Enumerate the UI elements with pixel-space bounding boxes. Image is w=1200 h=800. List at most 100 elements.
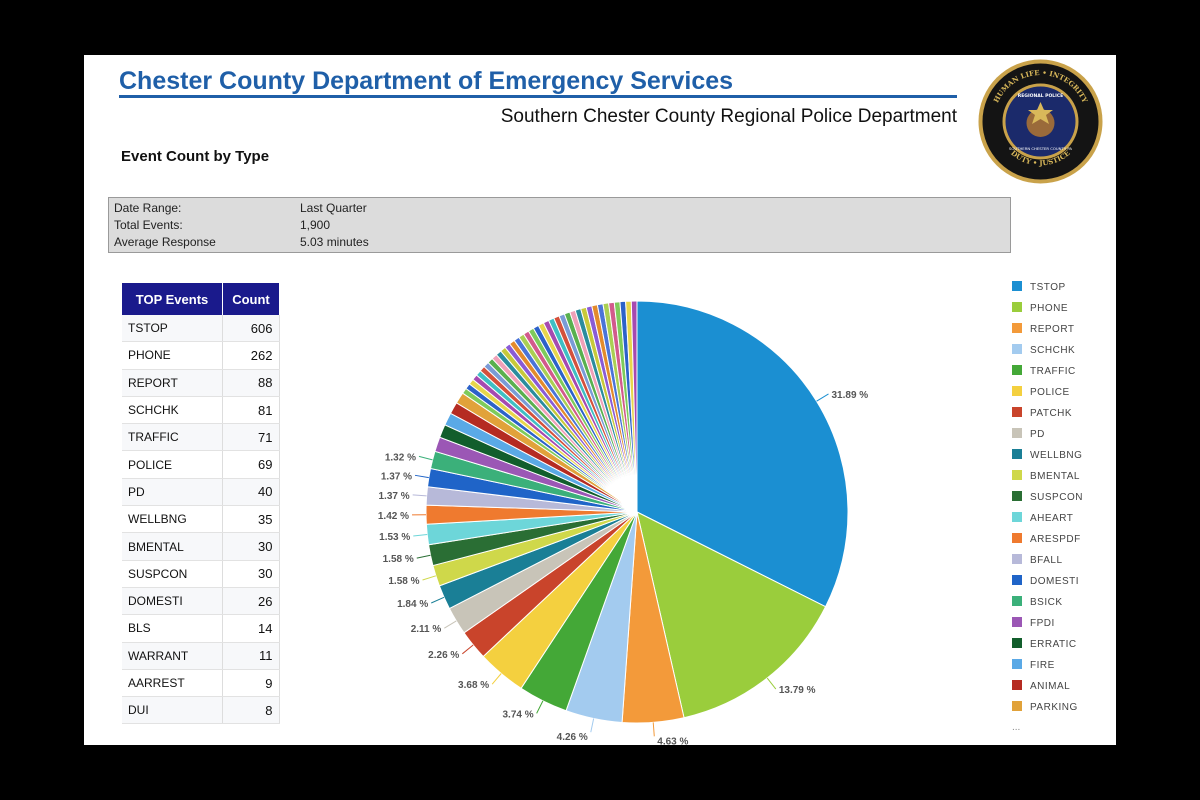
leader-line-traffic xyxy=(536,700,544,714)
data-label-suspcon: 1.58 % xyxy=(383,554,414,565)
badge-inner-top: REGIONAL POLICE xyxy=(1018,93,1063,99)
legend-item[interactable]: POLICE xyxy=(1012,386,1083,407)
legend-swatch xyxy=(1012,386,1022,396)
event-count-cell: 262 xyxy=(222,341,280,370)
legend-swatch xyxy=(1012,281,1022,291)
department-name: Southern Chester County Regional Police … xyxy=(500,106,957,127)
event-count-cell: 9 xyxy=(222,669,280,698)
legend-swatch xyxy=(1012,638,1022,648)
table-row: WARRANT 11 xyxy=(122,642,280,670)
legend-swatch xyxy=(1012,407,1022,417)
date-range-label: Date Range: xyxy=(114,201,182,215)
event-type-cell: WELLBNG xyxy=(122,505,223,534)
top-events-body: TSTOP 606 PHONE 262 REPORT 88 SCHCHK 81 TRAFFIC 7… xyxy=(122,315,280,725)
legend-label: ANIMAL xyxy=(1030,681,1071,692)
legend-swatch xyxy=(1012,596,1022,606)
legend-label: POLICE xyxy=(1030,387,1070,398)
summary-row-date-range: Date Range: Last Quarter xyxy=(114,200,367,217)
table-row: SUSPCON 30 xyxy=(122,560,280,588)
legend-item[interactable]: DOMESTI xyxy=(1012,575,1083,596)
legend-item[interactable]: BMENTAL xyxy=(1012,470,1083,491)
event-count-cell: 8 xyxy=(222,696,280,725)
legend-label: PATCHK xyxy=(1030,408,1073,419)
table-row: SCHCHK 81 xyxy=(122,396,280,425)
police-badge-logo: HUMAN LIFE • INTEGRITY DUTY • JUSTICE RE… xyxy=(978,59,1103,184)
event-count-cell: 35 xyxy=(222,505,280,534)
event-type-cell: PD xyxy=(122,478,223,507)
report-title: Event Count by Type xyxy=(121,148,270,165)
data-label-pd: 2.11 % xyxy=(411,624,442,635)
data-label-bfall: 1.37 % xyxy=(379,491,410,502)
leader-line-bfall xyxy=(412,494,427,497)
legend-label: FIRE xyxy=(1030,660,1055,671)
legend-item[interactable]: TSTOP xyxy=(1012,281,1083,302)
summary-row-avg-response: Average Response 5.03 minutes xyxy=(114,234,369,251)
legend-item[interactable]: ARESPDF xyxy=(1012,533,1083,554)
data-label-tstop: 31.89 % xyxy=(832,390,869,401)
data-label-patchk: 2.26 % xyxy=(428,650,459,661)
chart-legend: TSTOP PHONE REPORT SCHCHK TRAFFIC POLICE PATCH… xyxy=(1012,281,1083,733)
event-count-cell: 30 xyxy=(222,532,280,561)
legend-item[interactable]: FIRE xyxy=(1012,659,1083,680)
legend-item[interactable]: REPORT xyxy=(1012,323,1083,344)
legend-swatch xyxy=(1012,659,1022,669)
legend-item[interactable]: SUSPCON xyxy=(1012,491,1083,512)
legend-item[interactable]: BSICK xyxy=(1012,596,1083,617)
top-events-table: TOP Events Count TSTOP 606 PHONE 262 REPORT 8… xyxy=(122,283,280,725)
event-type-cell: REPORT xyxy=(122,369,223,397)
table-row: AARREST 9 xyxy=(122,669,280,698)
summary-row-total-events: Total Events: 1,900 xyxy=(114,217,330,234)
event-pie-chart: 31.89 % 13.79 % 4.63 % 4.26 % 3.74 % 3.68 % 2.… xyxy=(378,300,869,745)
legend-item[interactable]: ANIMAL xyxy=(1012,680,1083,701)
legend-label: PHONE xyxy=(1030,303,1069,314)
data-label-phone: 13.79 % xyxy=(779,685,816,696)
table-row: TRAFFIC 71 xyxy=(122,423,280,452)
report-page: Chester County Department of Emergency S… xyxy=(84,55,1116,745)
legend-more-indicator[interactable]: ... xyxy=(1012,722,1021,733)
table-row: POLICE 69 xyxy=(122,450,280,479)
legend-item[interactable]: TRAFFIC xyxy=(1012,365,1083,386)
total-events-label: Total Events: xyxy=(114,218,183,232)
badge-inner-bottom: SOUTHERN CHESTER COUNTY PA xyxy=(1009,146,1072,151)
legend-label: BMENTAL xyxy=(1030,471,1080,482)
leader-line-schchk xyxy=(590,718,595,733)
legend-swatch xyxy=(1012,617,1022,627)
legend-swatch xyxy=(1012,365,1022,375)
legend-item[interactable]: PATCHK xyxy=(1012,407,1083,428)
legend-item[interactable]: AHEART xyxy=(1012,512,1083,533)
legend-label: BSICK xyxy=(1030,597,1063,608)
event-type-cell: DUI xyxy=(122,696,223,725)
data-label-police: 3.68 % xyxy=(458,680,489,691)
legend-item[interactable]: ERRATIC xyxy=(1012,638,1083,659)
table-row: DOMESTI 26 xyxy=(122,587,280,616)
event-type-cell: WARRANT xyxy=(122,642,223,670)
legend-item[interactable]: FPDI xyxy=(1012,617,1083,638)
event-type-cell: AARREST xyxy=(122,669,223,698)
leader-line-bsick xyxy=(418,455,433,461)
event-count-cell: 40 xyxy=(222,478,280,507)
header-top-events: TOP Events xyxy=(122,283,223,315)
legend-label: REPORT xyxy=(1030,324,1075,335)
legend-item[interactable]: BFALL xyxy=(1012,554,1083,575)
event-count-cell: 81 xyxy=(222,396,280,425)
leader-line-aheart xyxy=(413,534,428,537)
legend-label: PARKING xyxy=(1030,702,1078,713)
legend-item[interactable]: PARKING xyxy=(1012,701,1083,722)
legend-label: PD xyxy=(1030,429,1045,440)
event-count-cell: 71 xyxy=(222,423,280,452)
event-count-cell: 606 xyxy=(222,315,280,343)
pie-slice-other-35[interactable] xyxy=(630,300,638,513)
data-label-bmental: 1.58 % xyxy=(388,576,419,587)
data-label-aheart: 1.53 % xyxy=(379,532,410,543)
leader-line-tstop xyxy=(816,393,829,402)
legend-item[interactable]: PHONE xyxy=(1012,302,1083,323)
legend-item[interactable]: PD xyxy=(1012,428,1083,449)
legend-item[interactable]: WELLBNG xyxy=(1012,449,1083,470)
legend-item[interactable]: SCHCHK xyxy=(1012,344,1083,365)
legend-label: WELLBNG xyxy=(1030,450,1083,461)
total-events-value: 1,900 xyxy=(300,218,331,232)
table-row: REPORT 88 xyxy=(122,369,280,397)
event-type-cell: POLICE xyxy=(122,450,223,479)
data-label-arespdf: 1.42 % xyxy=(378,511,409,522)
legend-label: TRAFFIC xyxy=(1030,366,1076,377)
